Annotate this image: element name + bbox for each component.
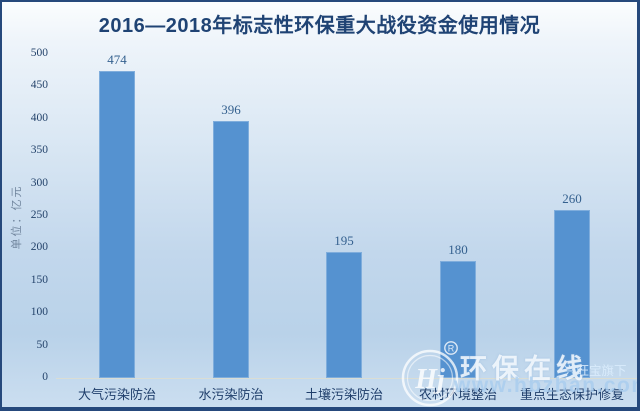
- y-tick-label: 500: [30, 47, 48, 59]
- y-tick-label: 50: [36, 338, 49, 351]
- x-axis-baseline: [56, 378, 637, 379]
- bar-value-label: 474: [107, 51, 127, 67]
- bar-value-label: 396: [221, 102, 241, 118]
- y-tick-label: 150: [30, 273, 48, 286]
- y-tick-label: 300: [30, 176, 48, 189]
- bar-value-label: 260: [562, 190, 582, 206]
- bar-value-label: 180: [448, 242, 468, 258]
- y-tick-label: 400: [30, 111, 48, 124]
- y-tick-label: 450: [30, 79, 48, 92]
- chart-title: 2016—2018年标志性环保重大战役资金使用情况: [98, 15, 541, 37]
- category-label: 水污染防治: [198, 387, 264, 402]
- category-label: 重点生态保护修复: [519, 387, 624, 402]
- bar: [213, 121, 249, 378]
- y-tick-label: 100: [30, 306, 48, 319]
- category-label: 大气污染防治: [77, 387, 156, 402]
- category-label: 农村环境整治: [418, 387, 497, 402]
- bar-value-label: 195: [334, 232, 354, 248]
- y-tick-label: 350: [30, 144, 48, 157]
- category-label: 土壤污染防治: [304, 387, 383, 402]
- bar: [554, 209, 590, 378]
- y-tick-label: 250: [30, 209, 48, 221]
- bar: [99, 70, 135, 378]
- bar: [440, 261, 476, 378]
- y-tick-label: 0: [42, 371, 48, 383]
- y-tick-label: 200: [30, 241, 48, 254]
- bar: [326, 251, 362, 378]
